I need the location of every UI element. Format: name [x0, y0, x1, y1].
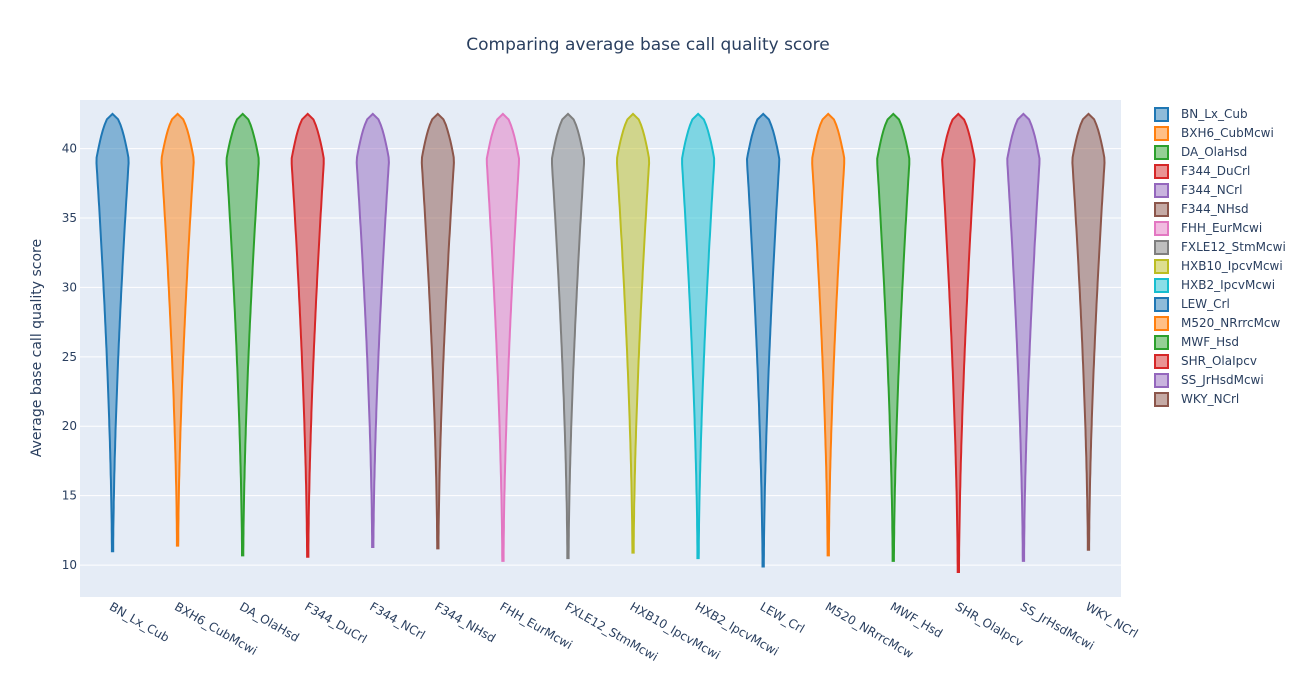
legend-label: FXLE12_StmMcwi: [1181, 240, 1286, 254]
legend-item[interactable]: WKY_NCrl: [1154, 392, 1239, 407]
chart-title: Comparing average base call quality scor…: [466, 35, 830, 55]
legend-item[interactable]: FXLE12_StmMcwi: [1154, 240, 1286, 255]
x-tick-label: F344_DuCrl: [302, 599, 369, 646]
legend-label: MWF_Hsd: [1181, 335, 1239, 349]
x-tick-label: MWF_Hsd: [888, 599, 945, 640]
y-tick-label: 35: [62, 211, 77, 225]
legend-item[interactable]: SS_JrHsdMcwi: [1154, 373, 1264, 388]
legend-item[interactable]: F344_NCrl: [1154, 183, 1242, 198]
violin-F344_DuCrl[interactable]: [290, 112, 325, 558]
x-tick-label: SHR_OlaIpcv: [953, 599, 1026, 649]
x-tick-label: FHH_EurMcwi: [497, 599, 574, 652]
violin-M520_NRrrcMcw[interactable]: [811, 112, 846, 557]
x-tick-label: BN_Lx_Cub: [107, 599, 172, 644]
x-tick-label: LEW_Crl: [758, 599, 807, 636]
legend-item[interactable]: MWF_Hsd: [1154, 335, 1239, 350]
legend-item[interactable]: BN_Lx_Cub: [1154, 107, 1248, 122]
legend-label: F344_DuCrl: [1181, 164, 1250, 178]
legend-label: SS_JrHsdMcwi: [1181, 373, 1264, 387]
violin-MWF_Hsd[interactable]: [876, 112, 911, 562]
legend-swatch: [1154, 392, 1169, 407]
violins: [95, 112, 1106, 573]
violin-BN_Lx_Cub[interactable]: [95, 112, 130, 553]
violin-HXB2_IpcvMcwi[interactable]: [681, 112, 716, 560]
legend-swatch: [1154, 183, 1169, 198]
violin-SHR_OlaIpcv[interactable]: [941, 112, 976, 573]
violin-F344_NCrl[interactable]: [355, 112, 390, 548]
legend-label: BN_Lx_Cub: [1181, 107, 1248, 121]
y-tick-labels: 10 15 20 25 30 35 40: [62, 142, 77, 572]
legend-label: HXB10_IpcvMcwi: [1181, 259, 1283, 273]
legend-label: BXH6_CubMcwi: [1181, 126, 1274, 140]
legend-item[interactable]: HXB10_IpcvMcwi: [1154, 259, 1283, 274]
legend-item[interactable]: SHR_OlaIpcv: [1154, 354, 1257, 369]
legend-swatch: [1154, 297, 1169, 312]
legend-swatch: [1154, 259, 1169, 274]
y-tick-label: 15: [62, 489, 77, 503]
legend-swatch: [1154, 202, 1169, 217]
y-tick-label: 10: [62, 558, 77, 572]
legend-swatch: [1154, 107, 1169, 122]
legend-item[interactable]: F344_NHsd: [1154, 202, 1249, 217]
legend[interactable]: BN_Lx_Cub BXH6_CubMcwi DA_OlaHsd F344_DuCrl…: [1154, 107, 1286, 407]
violin-SS_JrHsdMcwi[interactable]: [1006, 112, 1041, 562]
legend-label: HXB2_IpcvMcwi: [1181, 278, 1275, 292]
violin-HXB10_IpcvMcwi[interactable]: [615, 112, 651, 554]
legend-swatch: [1154, 221, 1169, 236]
legend-label: F344_NCrl: [1181, 183, 1242, 197]
y-tick-label: 30: [62, 280, 77, 294]
legend-item[interactable]: LEW_Crl: [1154, 297, 1230, 312]
violin-FHH_EurMcwi[interactable]: [485, 112, 521, 562]
violin-WKY_NCrl[interactable]: [1071, 112, 1106, 551]
legend-item[interactable]: M520_NRrrcMcw: [1154, 316, 1281, 331]
legend-swatch: [1154, 164, 1169, 179]
legend-swatch: [1154, 335, 1169, 350]
legend-label: SHR_OlaIpcv: [1181, 354, 1257, 368]
legend-label: WKY_NCrl: [1181, 392, 1239, 406]
violin-FXLE12_StmMcwi[interactable]: [551, 112, 585, 560]
legend-label: F344_NHsd: [1181, 202, 1249, 216]
y-tick-label: 25: [62, 350, 77, 364]
legend-swatch: [1154, 316, 1169, 331]
legend-item[interactable]: F344_DuCrl: [1154, 164, 1250, 179]
legend-swatch: [1154, 373, 1169, 388]
x-tick-label: WKY_NCrl: [1083, 599, 1140, 640]
legend-item[interactable]: DA_OlaHsd: [1154, 145, 1247, 160]
legend-swatch: [1154, 240, 1169, 255]
legend-item[interactable]: FHH_EurMcwi: [1154, 221, 1262, 236]
violin-F344_NHsd[interactable]: [420, 112, 455, 550]
y-axis-title: Average base call quality score: [29, 239, 45, 457]
legend-item[interactable]: BXH6_CubMcwi: [1154, 126, 1274, 141]
legend-swatch: [1154, 145, 1169, 160]
y-tick-label: 40: [62, 142, 77, 156]
violin-BXH6_CubMcwi[interactable]: [160, 112, 195, 547]
legend-swatch: [1154, 354, 1169, 369]
legend-label: DA_OlaHsd: [1181, 145, 1247, 159]
legend-swatch: [1154, 126, 1169, 141]
violin-DA_OlaHsd[interactable]: [225, 112, 260, 557]
x-tick-label: F344_NCrl: [367, 599, 427, 642]
legend-label: LEW_Crl: [1181, 297, 1230, 311]
legend-item[interactable]: HXB2_IpcvMcwi: [1154, 278, 1275, 293]
x-tick-label: F344_NHsd: [432, 599, 498, 645]
legend-swatch: [1154, 278, 1169, 293]
legend-label: M520_NRrrcMcw: [1181, 316, 1281, 330]
y-tick-label: 20: [62, 419, 77, 433]
violin-LEW_Crl[interactable]: [745, 112, 781, 568]
legend-label: FHH_EurMcwi: [1181, 221, 1262, 235]
